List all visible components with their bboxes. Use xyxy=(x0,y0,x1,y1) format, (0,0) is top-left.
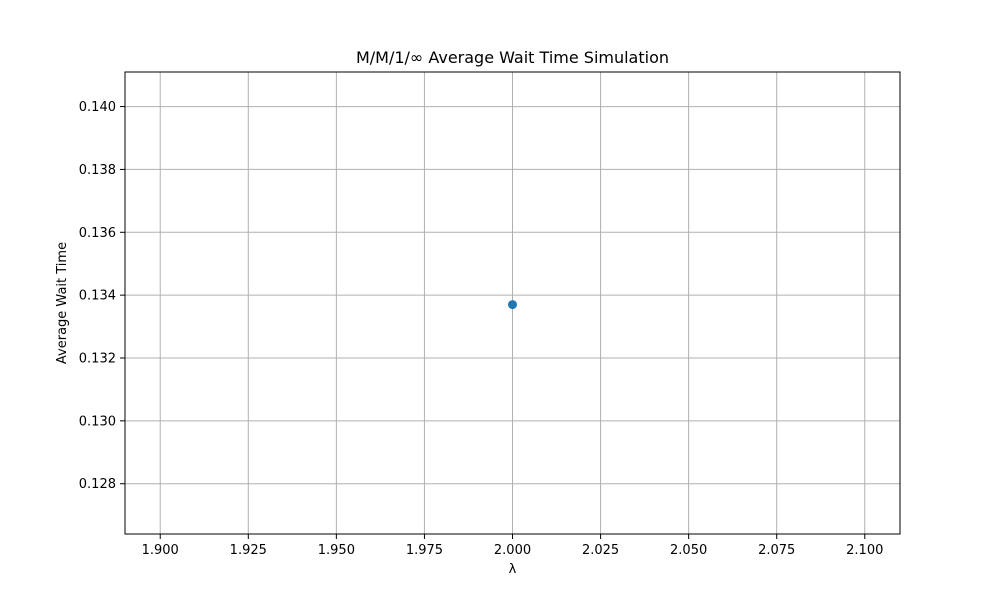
x-tick-label: 2.050 xyxy=(670,543,707,558)
y-axis-label: Average Wait Time xyxy=(55,242,70,364)
x-axis-ticks: 1.900 1.925 1.950 1.975 2.000 2.025 2.050 2.075… xyxy=(142,534,883,558)
x-tick-label: 2.000 xyxy=(494,543,531,558)
x-tick-label: 2.025 xyxy=(582,543,619,558)
data-point xyxy=(508,300,517,310)
chart-title: M/M/1/∞ Average Wait Time Simulation xyxy=(356,48,669,67)
y-tick-label: 0.140 xyxy=(79,100,116,115)
grid-layer xyxy=(125,72,900,534)
x-tick-label: 2.100 xyxy=(846,543,883,558)
y-tick-label: 0.138 xyxy=(79,163,116,178)
x-axis-label: λ xyxy=(509,562,517,577)
x-tick-label: 1.925 xyxy=(230,543,267,558)
x-tick-label: 2.075 xyxy=(758,543,795,558)
x-tick-label: 1.975 xyxy=(406,543,443,558)
y-tick-label: 0.134 xyxy=(79,289,116,304)
x-tick-label: 1.900 xyxy=(142,543,179,558)
y-tick-label: 0.130 xyxy=(79,414,116,429)
y-tick-label: 0.128 xyxy=(79,477,116,492)
y-axis-ticks: 0.128 0.130 0.132 0.134 0.136 0.138 0.140 xyxy=(79,100,125,492)
data-layer xyxy=(508,300,517,310)
y-tick-label: 0.132 xyxy=(79,352,116,367)
x-tick-label: 1.950 xyxy=(318,543,355,558)
y-tick-label: 0.136 xyxy=(79,226,116,241)
